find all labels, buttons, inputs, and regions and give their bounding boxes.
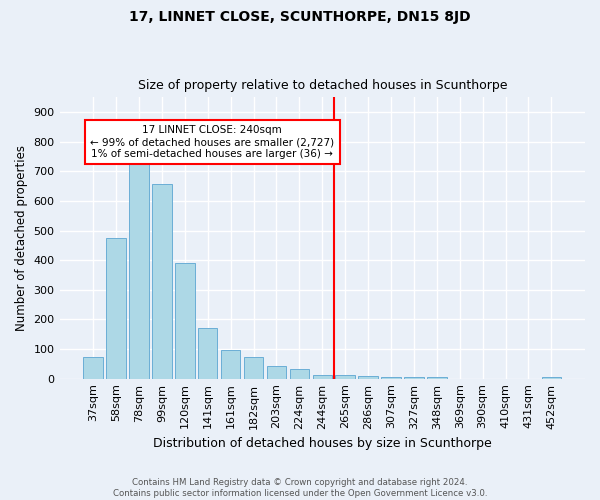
- Bar: [221, 350, 241, 378]
- Bar: [175, 262, 194, 378]
- Title: Size of property relative to detached houses in Scunthorpe: Size of property relative to detached ho…: [137, 79, 507, 92]
- X-axis label: Distribution of detached houses by size in Scunthorpe: Distribution of detached houses by size …: [153, 437, 491, 450]
- Bar: [335, 375, 355, 378]
- Bar: [404, 377, 424, 378]
- Text: 17, LINNET CLOSE, SCUNTHORPE, DN15 8JD: 17, LINNET CLOSE, SCUNTHORPE, DN15 8JD: [129, 10, 471, 24]
- Text: 17 LINNET CLOSE: 240sqm
← 99% of detached houses are smaller (2,727)
1% of semi-: 17 LINNET CLOSE: 240sqm ← 99% of detache…: [90, 126, 334, 158]
- Text: Contains HM Land Registry data © Crown copyright and database right 2024.
Contai: Contains HM Land Registry data © Crown c…: [113, 478, 487, 498]
- Bar: [358, 376, 378, 378]
- Bar: [381, 376, 401, 378]
- Bar: [129, 161, 149, 378]
- Bar: [267, 366, 286, 378]
- Bar: [83, 358, 103, 378]
- Bar: [244, 358, 263, 378]
- Bar: [313, 375, 332, 378]
- Bar: [542, 376, 561, 378]
- Bar: [106, 238, 126, 378]
- Bar: [152, 184, 172, 378]
- Y-axis label: Number of detached properties: Number of detached properties: [15, 145, 28, 331]
- Bar: [290, 369, 309, 378]
- Bar: [198, 328, 217, 378]
